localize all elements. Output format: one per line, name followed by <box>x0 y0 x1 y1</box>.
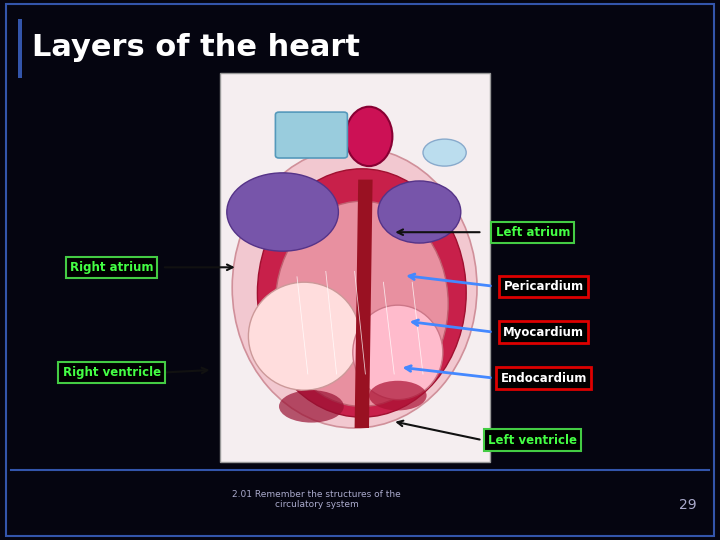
Text: Left ventricle: Left ventricle <box>488 434 577 447</box>
Text: Layers of the heart: Layers of the heart <box>32 33 361 62</box>
Text: 2.01 Remember the structures of the
circulatory system: 2.01 Remember the structures of the circ… <box>233 490 401 509</box>
Ellipse shape <box>346 107 392 166</box>
Text: 29: 29 <box>679 498 696 512</box>
Polygon shape <box>355 180 373 428</box>
Text: Myocardium: Myocardium <box>503 326 584 339</box>
FancyBboxPatch shape <box>18 19 22 78</box>
Ellipse shape <box>275 201 448 407</box>
Ellipse shape <box>423 139 467 166</box>
Ellipse shape <box>279 390 344 423</box>
Ellipse shape <box>248 282 360 390</box>
Ellipse shape <box>378 181 461 243</box>
Text: Right ventricle: Right ventricle <box>63 366 161 379</box>
Ellipse shape <box>258 169 467 417</box>
Ellipse shape <box>227 173 338 251</box>
Ellipse shape <box>353 305 443 400</box>
Text: Endocardium: Endocardium <box>500 372 587 384</box>
Ellipse shape <box>369 381 426 410</box>
Text: Pericardium: Pericardium <box>503 280 584 293</box>
FancyBboxPatch shape <box>220 73 490 462</box>
Ellipse shape <box>232 147 477 428</box>
FancyBboxPatch shape <box>275 112 347 158</box>
Text: Left atrium: Left atrium <box>495 226 570 239</box>
Text: Right atrium: Right atrium <box>70 261 153 274</box>
